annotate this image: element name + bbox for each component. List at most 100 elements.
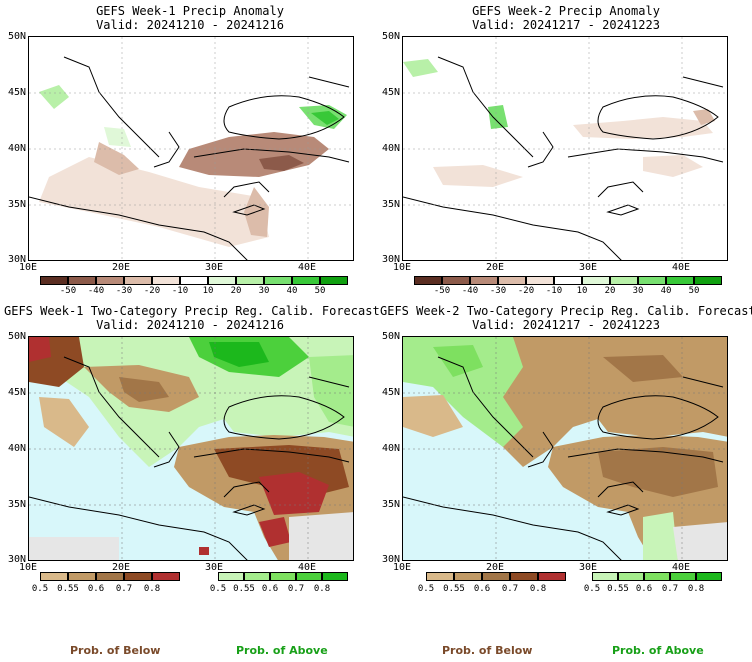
colorbar-tick: 0.7 xyxy=(501,584,519,594)
lat-label: 50N xyxy=(7,331,26,342)
lat-label: 40N xyxy=(381,443,400,454)
lon-label: 30E xyxy=(204,562,224,573)
colorbar-tick: -30 xyxy=(489,286,507,296)
colorbar-tick: -30 xyxy=(115,286,133,296)
prob-above-label: Prob. of Above xyxy=(612,644,704,657)
lat-label: 30N xyxy=(381,554,400,565)
colorbar-tick: 0.8 xyxy=(143,584,161,594)
lon-label: 10E xyxy=(18,562,38,573)
lat-label: 35N xyxy=(7,199,26,210)
panel-valid-dates: Valid: 20241210 - 20241216 xyxy=(96,18,284,32)
colorbar-tick: -50 xyxy=(433,286,451,296)
lat-label: 35N xyxy=(381,499,400,510)
panel-valid-dates: Valid: 20241210 - 20241216 xyxy=(96,318,284,332)
colorbar-tick: 10 xyxy=(576,286,588,296)
lon-label: 40E xyxy=(671,262,691,273)
anomaly-colorbar: -50 -40 -30 -20 -10 10 20 30 40 50 xyxy=(414,276,734,298)
colorbar-tick: 40 xyxy=(660,286,672,296)
colorbar-tick: 10 xyxy=(202,286,214,296)
lat-label: 30N xyxy=(381,254,400,265)
lat-label: 45N xyxy=(381,387,400,398)
lat-label: 40N xyxy=(7,143,26,154)
panel-week1-anomaly: GEFS Week-1 Precip Anomaly Valid: 202412… xyxy=(0,0,376,300)
colorbar-tick: 20 xyxy=(230,286,242,296)
lat-label: 30N xyxy=(7,554,26,565)
colorbar-tick: 0.5 xyxy=(417,584,435,594)
above-colorbar: 0.5 0.55 0.6 0.7 0.8 xyxy=(210,572,368,596)
colorbar-tick: 50 xyxy=(688,286,700,296)
colorbar-tick: 0.55 xyxy=(607,584,629,594)
colorbar-tick: 0.7 xyxy=(661,584,679,594)
below-colorbar: 0.5 0.55 0.6 0.7 0.8 xyxy=(418,572,576,596)
below-colorbar: 0.5 0.55 0.6 0.7 0.8 xyxy=(32,572,190,596)
probability-map xyxy=(402,336,728,561)
lat-label: 45N xyxy=(381,87,400,98)
colorbar-tick: -20 xyxy=(143,286,161,296)
lon-label: 20E xyxy=(111,562,131,573)
prob-below-label: Prob. of Below xyxy=(70,644,161,657)
lon-label: 20E xyxy=(111,262,131,273)
lon-label: 10E xyxy=(18,262,38,273)
lon-label: 10E xyxy=(392,562,412,573)
panel-valid-dates: Valid: 20241217 - 20241223 xyxy=(472,18,660,32)
colorbar-tick: 30 xyxy=(258,286,270,296)
colorbar-tick: -40 xyxy=(461,286,479,296)
colorbar-tick: 0.5 xyxy=(209,584,227,594)
anomaly-map xyxy=(402,36,728,261)
colorbar-tick: -50 xyxy=(59,286,77,296)
colorbar-tick: 0.6 xyxy=(87,584,105,594)
lat-label: 50N xyxy=(381,331,400,342)
colorbar-tick: 0.6 xyxy=(635,584,653,594)
colorbar-tick: 0.6 xyxy=(261,584,279,594)
colorbar-tick: 40 xyxy=(286,286,298,296)
colorbar-tick: 0.8 xyxy=(687,584,705,594)
colorbar-tick: -40 xyxy=(87,286,105,296)
lat-label: 45N xyxy=(7,387,26,398)
colorbar-tick: 30 xyxy=(632,286,644,296)
lat-label: 50N xyxy=(381,31,400,42)
colorbar-tick: 0.8 xyxy=(529,584,547,594)
anomaly-map xyxy=(28,36,354,261)
panel-valid-dates: Valid: 20241217 - 20241223 xyxy=(472,318,660,332)
colorbar-tick: 0.5 xyxy=(31,584,49,594)
above-colorbar: 0.5 0.55 0.6 0.7 0.8 xyxy=(584,572,742,596)
colorbar-tick: 0.6 xyxy=(473,584,491,594)
lat-label: 30N xyxy=(7,254,26,265)
panel-week2-probability: GEFS Week-2 Two-Category Precip Reg. Cal… xyxy=(376,300,752,662)
colorbar-tick: 50 xyxy=(314,286,326,296)
probability-map xyxy=(28,336,354,561)
lat-label: 35N xyxy=(7,499,26,510)
lon-label: 40E xyxy=(297,562,317,573)
lon-label: 20E xyxy=(485,562,505,573)
panel-title: GEFS Week-1 Precip Anomaly xyxy=(96,4,284,18)
prob-above-label: Prob. of Above xyxy=(236,644,328,657)
colorbar-tick: 0.7 xyxy=(287,584,305,594)
lon-label: 10E xyxy=(392,262,412,273)
lon-label: 30E xyxy=(578,262,598,273)
anomaly-colorbar: -50 -40 -30 -20 -10 10 20 30 40 50 xyxy=(40,276,360,298)
panel-week2-anomaly: GEFS Week-2 Precip Anomaly Valid: 202412… xyxy=(376,0,752,300)
colorbar-tick: 0.55 xyxy=(233,584,255,594)
lat-label: 35N xyxy=(381,199,400,210)
lon-label: 40E xyxy=(671,562,691,573)
colorbar-tick: 0.5 xyxy=(583,584,601,594)
lat-label: 40N xyxy=(7,443,26,454)
colorbar-tick: 0.55 xyxy=(443,584,465,594)
panel-week1-probability: GEFS Week-1 Two-Category Precip Reg. Cal… xyxy=(0,300,380,662)
lat-label: 50N xyxy=(7,31,26,42)
panel-title: GEFS Week-2 Two-Category Precip Reg. Cal… xyxy=(380,304,752,318)
lon-label: 40E xyxy=(297,262,317,273)
panel-title: GEFS Week-1 Two-Category Precip Reg. Cal… xyxy=(4,304,380,318)
lon-label: 30E xyxy=(578,562,598,573)
lat-label: 40N xyxy=(381,143,400,154)
colorbar-tick: 0.8 xyxy=(313,584,331,594)
colorbar-tick: -10 xyxy=(171,286,189,296)
prob-below-label: Prob. of Below xyxy=(442,644,533,657)
colorbar-tick: 0.55 xyxy=(57,584,79,594)
colorbar-tick: -10 xyxy=(545,286,563,296)
lat-label: 45N xyxy=(7,87,26,98)
panel-title: GEFS Week-2 Precip Anomaly xyxy=(472,4,660,18)
lon-label: 20E xyxy=(485,262,505,273)
lon-label: 30E xyxy=(204,262,224,273)
colorbar-tick: -20 xyxy=(517,286,535,296)
